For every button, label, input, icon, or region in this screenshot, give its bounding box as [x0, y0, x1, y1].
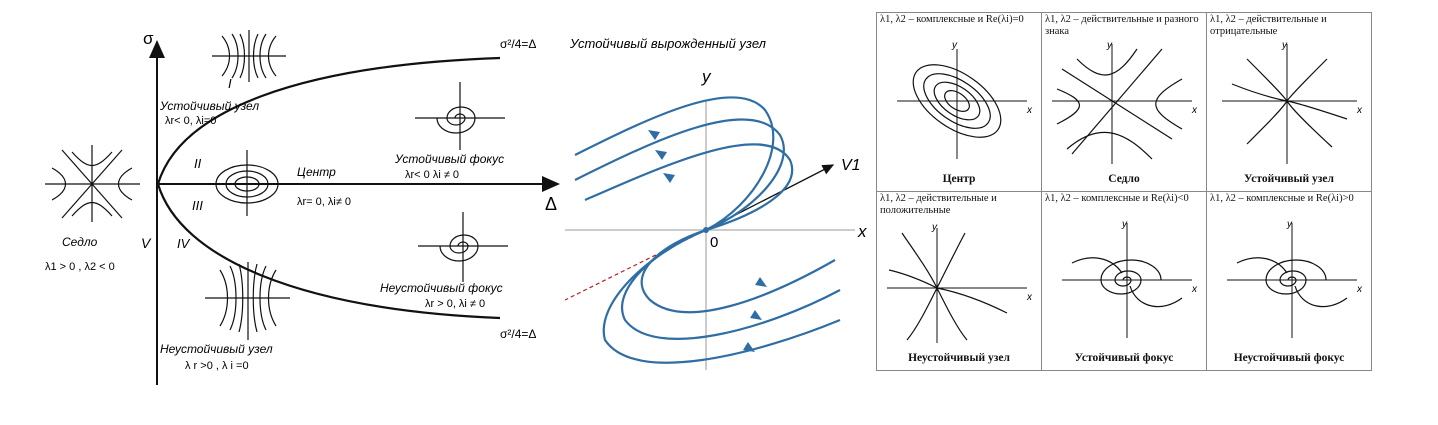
- cell-label: Седло: [1108, 173, 1140, 185]
- cell-center: λ1, λ2 – комплексные и Re(λi)=0 y x Цент…: [876, 12, 1042, 192]
- axis-y-label: y: [931, 222, 938, 233]
- trajectory-arrows: [648, 130, 767, 352]
- axis-x-label: x: [1191, 105, 1198, 116]
- sigma-label: σ: [143, 29, 154, 48]
- cell-saddle: λ1, λ2 – действительные и разного знака …: [1041, 12, 1207, 192]
- region-IV: IV: [177, 236, 191, 251]
- cell-unstable-focus: λ1, λ2 – комплексные и Re(λi)>0 y x Неус…: [1206, 191, 1372, 371]
- v1-label: V1: [841, 157, 861, 174]
- v-label: V: [141, 235, 152, 251]
- cell-label: Устойчивый узел: [1244, 173, 1334, 185]
- unstable-focus-label: Неустойчивый фокус: [380, 281, 503, 295]
- cell-label: Устойчивый фокус: [1074, 352, 1174, 364]
- classification-grid: λ1, λ2 – комплексные и Re(λi)=0 y x Цент…: [876, 12, 1372, 371]
- cell-caption: λ1, λ2 – комплексные и Re(λi)<0: [1045, 193, 1189, 204]
- bifurcation-diagram: σ Δ V σ²/4=Δ σ²/4=Δ I II III IV Устойчив…: [0, 0, 570, 420]
- center-label: Центр: [297, 165, 336, 179]
- axis-y-label: y: [1106, 40, 1113, 51]
- region-I: I: [228, 76, 232, 91]
- x-label: x: [857, 222, 867, 241]
- saddle-portrait: y x: [1052, 40, 1198, 164]
- parabola-bottom-label: σ²/4=Δ: [500, 327, 536, 341]
- lower-trajectories: [602, 228, 841, 364]
- unstable-focus-portrait: y x: [1227, 219, 1363, 338]
- unstable-focus-cond: λr > 0, λi ≠ 0: [425, 298, 485, 310]
- y-label: y: [701, 67, 712, 86]
- region-II: II: [194, 156, 202, 171]
- cell-label: Неустойчивый фокус: [1233, 352, 1345, 364]
- axis-x-label: x: [1356, 105, 1363, 116]
- center-glyph: [208, 150, 292, 216]
- cell-caption: λ1, λ2 – комплексные и Re(λi)>0: [1210, 193, 1354, 204]
- cell-unstable-node: λ1, λ2 – действительные и положительные …: [876, 191, 1042, 371]
- parabola-top-label: σ²/4=Δ: [500, 37, 536, 51]
- saddle-label: Седло: [62, 235, 98, 249]
- origin-label: 0: [710, 234, 718, 251]
- upper-trajectories: [574, 96, 794, 232]
- region-III: III: [192, 198, 203, 213]
- stable-focus-portrait: y x: [1062, 219, 1198, 338]
- cell-stable-focus: λ1, λ2 – комплексные и Re(λi)<0 y x Усто…: [1041, 191, 1207, 371]
- saddle-glyph: [45, 145, 140, 222]
- classification-table: λ1, λ2 – комплексные и Re(λi)=0 y x Цент…: [876, 12, 1372, 371]
- axis-x-label: x: [1026, 105, 1033, 116]
- stable-node-label: Устойчивый узел: [159, 99, 259, 113]
- stable-node-portrait: y x: [1222, 40, 1363, 164]
- saddle-cond: λ1 > 0 , λ2 < 0: [45, 261, 115, 273]
- axis-x-label: x: [1026, 292, 1033, 303]
- cell-caption: λ1, λ2 – действительные и разного знака: [1045, 14, 1199, 37]
- degenerate-title: Устойчивый вырожденный узел: [569, 36, 767, 51]
- stable-focus-label: Устойчивый фокус: [394, 152, 504, 166]
- stable-node-cond: λr< 0, λi=0: [165, 115, 216, 127]
- unstable-node-label: Неустойчивый узел: [160, 342, 273, 356]
- axis-x-label: x: [1356, 284, 1363, 295]
- cell-stable-node: λ1, λ2 – действительные и отрицательные …: [1206, 12, 1372, 192]
- cell-caption: λ1, λ2 – комплексные и Re(λi)=0: [880, 14, 1024, 25]
- center-portrait: y x: [897, 40, 1033, 159]
- degenerate-node-diagram: Устойчивый вырожденный узел y x 0 V1: [564, 0, 870, 420]
- parabola-curve: [156, 56, 501, 320]
- delta-label: Δ: [545, 194, 557, 214]
- cell-caption: λ1, λ2 – действительные и положительные: [880, 193, 997, 216]
- center-cond: λr= 0, λi≠ 0: [297, 196, 351, 208]
- cell-caption: λ1, λ2 – действительные и отрицательные: [1210, 14, 1327, 37]
- axis-y-label: y: [1121, 219, 1128, 230]
- degenerate-node-svg: Устойчивый вырожденный узел y x 0 V1: [564, 36, 867, 370]
- axis-y-label: y: [1281, 40, 1288, 51]
- axis-y-label: y: [1286, 219, 1293, 230]
- cell-label: Неустойчивый узел: [908, 352, 1010, 364]
- unstable-node-cond: λ r >0 , λ i =0: [185, 360, 249, 372]
- axis-x-label: x: [1191, 284, 1198, 295]
- unstable-node-glyph: [205, 262, 290, 340]
- cell-label: Центр: [942, 173, 976, 185]
- dashed-asymptote: [564, 229, 707, 301]
- axis-y-label: y: [951, 40, 958, 51]
- stable-focus-cond: λr< 0 λi ≠ 0: [405, 169, 459, 181]
- bifurcation-svg: σ Δ V σ²/4=Δ σ²/4=Δ I II III IV Устойчив…: [45, 29, 560, 385]
- unstable-node-portrait: y x: [887, 222, 1033, 343]
- unstable-focus-glyph: [418, 212, 508, 282]
- stable-node-glyph: [212, 30, 286, 82]
- stable-focus-glyph: [415, 82, 505, 150]
